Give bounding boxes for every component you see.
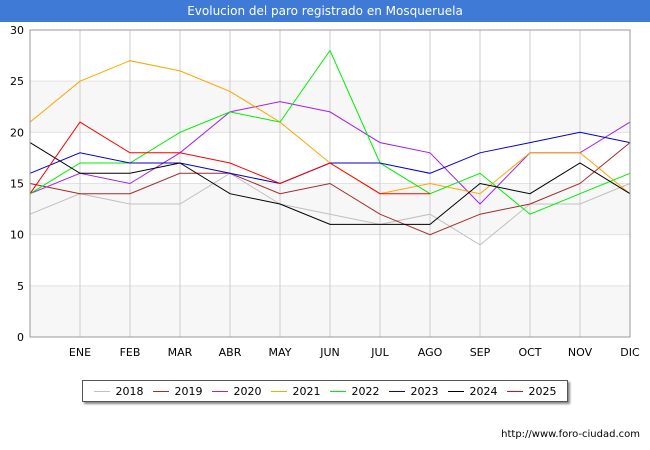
legend-item: 2025 — [506, 384, 557, 398]
legend-label: 2025 — [528, 384, 557, 398]
x-tick-label: MAR — [168, 346, 193, 359]
series-line-2019 — [29, 142, 631, 236]
y-tick-label: 20 — [10, 126, 24, 139]
legend-item: 2023 — [388, 384, 439, 398]
y-tick-label: 15 — [10, 178, 24, 191]
x-tick-label: OCT — [518, 346, 541, 359]
x-tick-label: SEP — [470, 346, 491, 359]
legend-label: 2023 — [410, 384, 439, 398]
y-tick-label: 25 — [10, 75, 24, 88]
legend-swatch — [329, 390, 346, 392]
legend-item: 2019 — [152, 384, 203, 398]
legend-item: 2018 — [93, 384, 144, 398]
x-tick-label: NOV — [568, 346, 593, 359]
legend-label: 2020 — [233, 384, 262, 398]
series-line-2025 — [29, 121, 430, 195]
legend-item: 2021 — [270, 384, 321, 398]
x-tick-label: MAY — [269, 346, 292, 359]
plot-border — [29, 29, 631, 338]
series-lines — [29, 49, 631, 246]
legend-label: 2018 — [115, 384, 144, 398]
x-tick-label: ENE — [69, 346, 91, 359]
x-tick-label: JUL — [370, 346, 389, 359]
y-tick-label: 30 — [10, 24, 24, 37]
legend-swatch — [152, 390, 169, 392]
series-line-2024 — [29, 142, 631, 225]
chart-title: Evolucion del paro registrado en Mosquer… — [0, 0, 650, 22]
x-tick-label: AGO — [418, 346, 443, 359]
legend-label: 2021 — [292, 384, 321, 398]
legend-label: 2024 — [469, 384, 498, 398]
legend: 2018 2019 2020 2021 2022 2023 2024 2025 — [82, 380, 568, 402]
legend-label: 2019 — [174, 384, 203, 398]
legend-label: 2022 — [351, 384, 380, 398]
x-tick-label: ABR — [219, 346, 242, 359]
legend-swatch — [211, 390, 228, 392]
axes — [29, 29, 631, 338]
legend-swatch — [447, 390, 464, 392]
x-tick-label: JUN — [319, 346, 340, 359]
legend-swatch — [93, 390, 110, 392]
x-tick-label: DIC — [620, 346, 640, 359]
y-tick-label: 10 — [10, 229, 24, 242]
y-tick-label: 0 — [17, 331, 24, 344]
legend-swatch — [388, 390, 405, 392]
legend-item: 2024 — [447, 384, 498, 398]
legend-swatch — [506, 390, 523, 392]
x-tick-label: FEB — [120, 346, 141, 359]
legend-item: 2022 — [329, 384, 380, 398]
y-tick-label: 5 — [17, 280, 24, 293]
line-chart: 0 5 10 15 20 25 30 ENE FEB MAR ABR MAY JUN JUL AGO SEP O… — [10, 24, 640, 359]
legend-item: 2020 — [211, 384, 262, 398]
legend-swatch — [270, 390, 287, 392]
tick-labels: 0 5 10 15 20 25 30 ENE FEB MAR ABR MAY JUN JUL AGO SEP O… — [10, 24, 640, 359]
footer-source: http://www.foro-ciudad.com — [501, 429, 640, 440]
